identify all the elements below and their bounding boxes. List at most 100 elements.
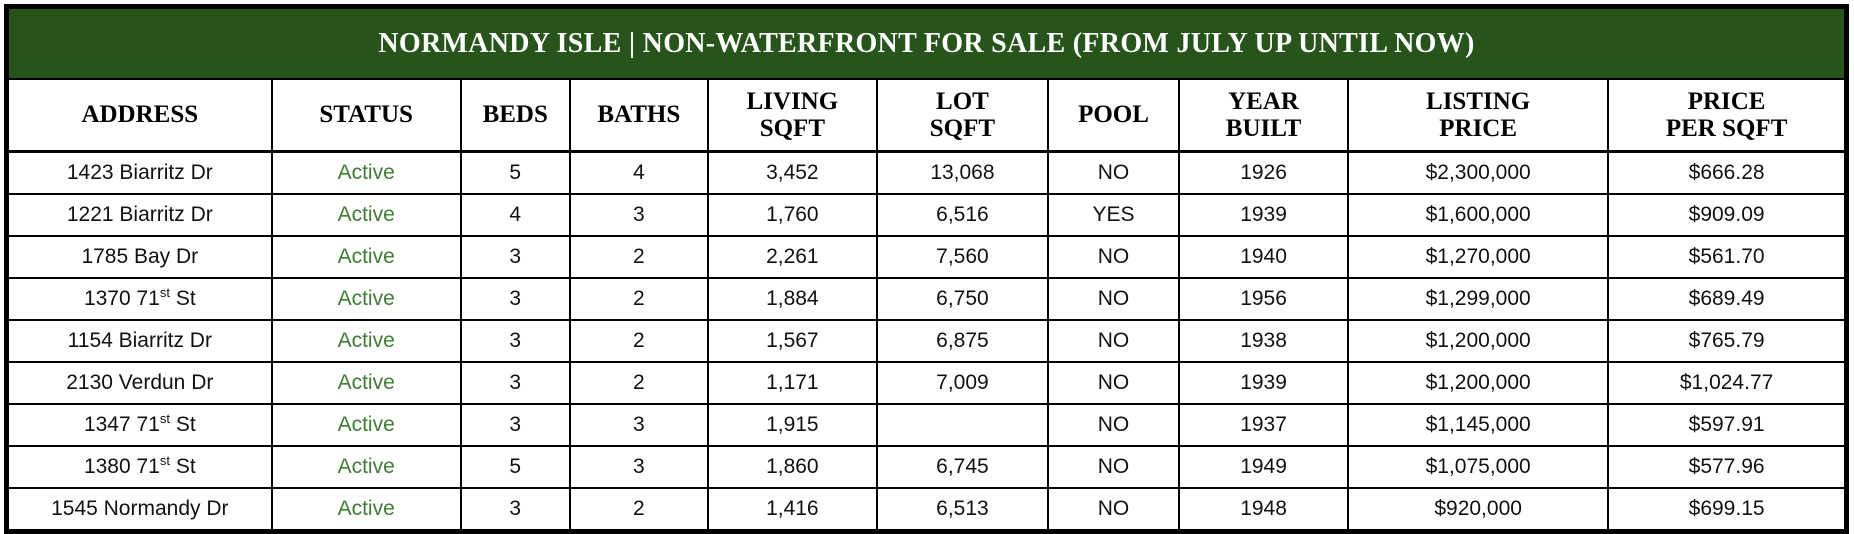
cell-beds: 5 xyxy=(459,150,571,195)
cell-price_per_sqft: $909.09 xyxy=(1607,193,1848,237)
cell-listing_price: $1,075,000 xyxy=(1347,445,1610,489)
address-text: 1545 Normandy Dr xyxy=(51,497,229,520)
cell-lot_sqft: 13,068 xyxy=(875,150,1049,195)
cell-year_built: 1926 xyxy=(1178,150,1350,195)
header-row: ADDRESS STATUS BEDS BATHS LIVING SQFT LOT SQF… xyxy=(5,78,1848,153)
cell-status: Active xyxy=(270,487,462,533)
cell-baths: 2 xyxy=(568,361,709,405)
cell-pool: NO xyxy=(1046,319,1181,363)
cell-pool: NO xyxy=(1046,445,1181,489)
table-body: 1423 Biarritz Dr Active 5 4 3,452 13,068 NO 192… xyxy=(5,150,1848,533)
cell-baths: 2 xyxy=(568,235,709,279)
cell-year_built: 1948 xyxy=(1178,487,1350,533)
cell-pool: NO xyxy=(1046,150,1181,195)
cell-address: 1423 Biarritz Dr xyxy=(5,150,273,195)
address-ordinal-suffix: st xyxy=(159,411,170,426)
cell-year_built: 1939 xyxy=(1178,361,1350,405)
cell-year_built: 1938 xyxy=(1178,319,1350,363)
cell-price_per_sqft: $666.28 xyxy=(1607,150,1848,195)
cell-living_sqft: 1,416 xyxy=(706,487,878,533)
header-beds: BEDS xyxy=(459,78,571,153)
address-text: St xyxy=(169,413,196,436)
cell-baths: 2 xyxy=(568,277,709,321)
address-ordinal-suffix: st xyxy=(159,285,170,300)
cell-living_sqft: 1,760 xyxy=(706,193,878,237)
table-row: 1545 Normandy Dr Active 3 2 1,416 6,513 NO 1948… xyxy=(5,487,1848,533)
cell-listing_price: $1,145,000 xyxy=(1347,403,1610,447)
cell-lot_sqft: 7,560 xyxy=(875,235,1049,279)
address-text: St xyxy=(169,287,196,310)
header-living_sqft: LIVING SQFT xyxy=(706,78,878,153)
cell-status: Active xyxy=(270,361,462,405)
cell-year_built: 1937 xyxy=(1178,403,1350,447)
cell-price_per_sqft: $1,024.77 xyxy=(1607,361,1848,405)
cell-baths: 3 xyxy=(568,403,709,447)
cell-address: 1221 Biarritz Dr xyxy=(5,193,273,237)
cell-price_per_sqft: $577.96 xyxy=(1607,445,1848,489)
table-title: NORMANDY ISLE | NON-WATERFRONT FOR SALE … xyxy=(5,5,1848,80)
cell-living_sqft: 1,567 xyxy=(706,319,878,363)
cell-pool: NO xyxy=(1046,487,1181,533)
address-text: 1423 Biarritz Dr xyxy=(66,161,213,184)
header-status: STATUS xyxy=(270,78,462,153)
cell-pool: NO xyxy=(1046,277,1181,321)
cell-living_sqft: 1,884 xyxy=(706,277,878,321)
cell-living_sqft: 1,171 xyxy=(706,361,878,405)
cell-lot_sqft: 6,513 xyxy=(875,487,1049,533)
cell-baths: 3 xyxy=(568,445,709,489)
cell-baths: 2 xyxy=(568,487,709,533)
cell-lot_sqft xyxy=(875,403,1049,447)
cell-price_per_sqft: $689.49 xyxy=(1607,277,1848,321)
address-text: 1785 Bay Dr xyxy=(81,245,199,268)
cell-status: Active xyxy=(270,403,462,447)
cell-listing_price: $920,000 xyxy=(1347,487,1610,533)
cell-status: Active xyxy=(270,319,462,363)
cell-beds: 3 xyxy=(459,235,571,279)
cell-listing_price: $1,299,000 xyxy=(1347,277,1610,321)
cell-address: 2130 Verdun Dr xyxy=(5,361,273,405)
cell-status: Active xyxy=(270,193,462,237)
cell-listing_price: $2,300,000 xyxy=(1347,150,1610,195)
cell-listing_price: $1,270,000 xyxy=(1347,235,1610,279)
address-text: 1154 Biarritz Dr xyxy=(67,329,212,352)
cell-price_per_sqft: $597.91 xyxy=(1607,403,1848,447)
cell-lot_sqft: 6,516 xyxy=(875,193,1049,237)
cell-listing_price: $1,200,000 xyxy=(1347,319,1610,363)
cell-baths: 2 xyxy=(568,319,709,363)
cell-address: 1154 Biarritz Dr xyxy=(5,319,273,363)
header-listing_price: LISTING PRICE xyxy=(1347,78,1610,153)
cell-year_built: 1956 xyxy=(1178,277,1350,321)
table-row: 1370 71st St Active 3 2 1,884 6,750 NO 1956 $1,2… xyxy=(5,277,1848,321)
cell-listing_price: $1,200,000 xyxy=(1347,361,1610,405)
listings-table: NORMANDY ISLE | NON-WATERFRONT FOR SALE … xyxy=(4,4,1849,534)
header-year_built: YEAR BUILT xyxy=(1178,78,1350,153)
cell-pool: YES xyxy=(1046,193,1181,237)
cell-pool: NO xyxy=(1046,403,1181,447)
cell-living_sqft: 3,452 xyxy=(706,150,878,195)
cell-lot_sqft: 6,750 xyxy=(875,277,1049,321)
address-text: 1370 71 xyxy=(83,287,160,310)
cell-beds: 3 xyxy=(459,487,571,533)
cell-status: Active xyxy=(270,150,462,195)
cell-beds: 3 xyxy=(459,361,571,405)
header-lot_sqft: LOT SQFT xyxy=(875,78,1049,153)
table-row: 2130 Verdun Dr Active 3 2 1,171 7,009 NO 1939 $1… xyxy=(5,361,1848,405)
cell-status: Active xyxy=(270,277,462,321)
cell-living_sqft: 1,860 xyxy=(706,445,878,489)
cell-address: 1380 71st St xyxy=(5,445,273,489)
table-row: 1154 Biarritz Dr Active 3 2 1,567 6,875 NO 1938… xyxy=(5,319,1848,363)
cell-listing_price: $1,600,000 xyxy=(1347,193,1610,237)
cell-pool: NO xyxy=(1046,361,1181,405)
cell-lot_sqft: 6,745 xyxy=(875,445,1049,489)
cell-beds: 3 xyxy=(459,319,571,363)
table-row: 1347 71st St Active 3 3 1,915 NO 1937 $1,145,00… xyxy=(5,403,1848,447)
cell-beds: 5 xyxy=(459,445,571,489)
header-pool: POOL xyxy=(1046,78,1181,153)
cell-price_per_sqft: $699.15 xyxy=(1607,487,1848,533)
table-row: 1785 Bay Dr Active 3 2 2,261 7,560 NO 1940 $1,27… xyxy=(5,235,1848,279)
cell-pool: NO xyxy=(1046,235,1181,279)
header-address: ADDRESS xyxy=(5,78,273,153)
table-row: 1221 Biarritz Dr Active 4 3 1,760 6,516 YES 193… xyxy=(5,193,1848,237)
cell-address: 1785 Bay Dr xyxy=(5,235,273,279)
